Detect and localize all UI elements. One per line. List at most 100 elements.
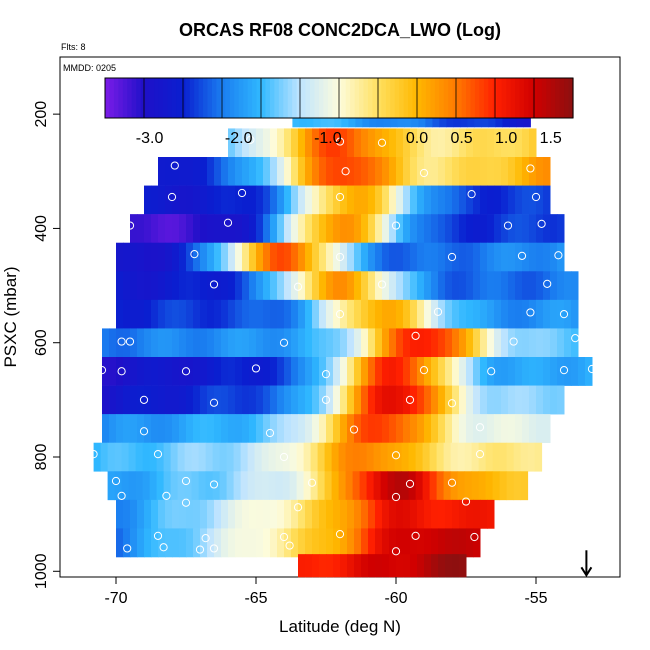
- heatmap-cell: [256, 299, 264, 329]
- heatmap-cell: [480, 242, 488, 272]
- heatmap-cell: [207, 528, 215, 558]
- colorbar-swatch: [555, 78, 561, 118]
- heatmap-cell: [130, 299, 138, 329]
- heatmap-cell: [452, 299, 460, 329]
- heatmap-cell: [473, 328, 481, 358]
- heatmap-cell: [303, 442, 312, 472]
- heatmap-cell: [284, 499, 292, 529]
- heatmap-cell: [501, 242, 509, 272]
- heatmap-cell: [403, 185, 411, 215]
- heatmap-cell: [389, 414, 397, 444]
- x-tick-label: -70: [104, 590, 127, 607]
- heatmap-cell: [354, 499, 362, 529]
- data-point: [377, 138, 387, 147]
- heatmap-cell: [480, 385, 488, 415]
- heatmap-cell: [396, 499, 404, 529]
- heatmap-cell: [298, 242, 306, 272]
- heatmap-cell: [158, 185, 166, 215]
- data-point: [265, 428, 275, 438]
- colorbar-swatch: [283, 78, 289, 118]
- heatmap-cell: [389, 528, 397, 558]
- heatmap-cell: [263, 299, 271, 329]
- heatmap-cell: [403, 414, 411, 444]
- heatmap-cell: [410, 528, 418, 558]
- heatmap-cell: [277, 499, 285, 529]
- colorbar-swatch: [359, 78, 365, 118]
- heatmap-cell: [270, 299, 278, 329]
- data-point: [181, 476, 191, 486]
- heatmap-cell: [228, 499, 236, 529]
- heatmap-cell: [144, 299, 152, 329]
- heatmap-cell: [165, 385, 173, 415]
- heatmap-cell: [326, 414, 334, 444]
- heatmap-cell: [340, 185, 348, 215]
- heatmap-cell: [494, 242, 502, 272]
- heatmap-cell: [226, 471, 235, 501]
- heatmap-cell: [158, 528, 166, 558]
- heatmap-cell: [284, 385, 292, 415]
- heatmap-cell: [144, 328, 152, 358]
- heatmap-cell: [550, 328, 558, 358]
- heatmap-cell: [184, 442, 193, 472]
- y-axis-label: PSXC (mbar): [1, 266, 20, 367]
- colorbar-swatch: [474, 78, 480, 118]
- heatmap-cell: [529, 414, 537, 444]
- heatmap-cell: [93, 442, 102, 472]
- heatmap-cell: [333, 554, 341, 578]
- heatmap-cell: [228, 271, 236, 301]
- heatmap-cell: [333, 357, 341, 386]
- heatmap-cell: [172, 385, 180, 415]
- heatmap-cell: [485, 471, 494, 501]
- colorbar-swatch: [225, 78, 231, 118]
- heatmap-cell: [543, 357, 551, 386]
- heatmap-cell: [186, 414, 194, 444]
- heatmap-cell: [277, 385, 285, 415]
- colorbar-swatch: [341, 78, 347, 118]
- heatmap-cell: [499, 442, 508, 472]
- heatmap-cell: [191, 442, 200, 472]
- data-point: [509, 337, 518, 346]
- heatmap-cell: [459, 214, 467, 244]
- data-point: [190, 250, 199, 259]
- heatmap-cell: [319, 357, 327, 386]
- heatmap-cell: [317, 442, 326, 472]
- heatmap-cell: [291, 242, 299, 272]
- heatmap-cell: [466, 299, 474, 329]
- colorbar-swatch: [167, 78, 173, 118]
- heatmap-cell: [326, 554, 334, 578]
- heatmap-cell: [312, 385, 320, 415]
- heatmap-cell: [452, 128, 460, 158]
- data-point: [170, 161, 179, 170]
- heatmap-cell: [361, 214, 369, 244]
- heatmap-cell: [249, 242, 257, 272]
- heatmap-cell: [340, 328, 348, 358]
- heatmap-cell: [410, 499, 418, 529]
- heatmap-cell: [382, 414, 390, 444]
- heatmap-cell: [389, 128, 397, 158]
- heatmap-cell: [375, 328, 383, 358]
- heatmap-cell: [459, 299, 467, 329]
- heatmap-cell: [282, 471, 291, 501]
- heatmap-cell: [291, 157, 299, 186]
- heatmap-cell: [165, 299, 173, 329]
- heatmap-cell: [158, 242, 166, 272]
- heatmap-cell: [214, 185, 222, 215]
- heatmap-cell: [480, 128, 488, 158]
- colorbar-swatch: [113, 78, 119, 118]
- heatmap-cell: [186, 328, 194, 358]
- heatmap-cell: [151, 414, 159, 444]
- heatmap-cell: [268, 471, 277, 501]
- heatmap-cell: [198, 471, 207, 501]
- data-point: [209, 544, 219, 553]
- heatmap-cell: [431, 242, 439, 272]
- heatmap-cell: [375, 385, 383, 415]
- colorbar-swatch: [269, 78, 275, 118]
- colorbar-swatch: [519, 78, 525, 118]
- heatmap-cell: [457, 442, 466, 472]
- heatmap-cell: [256, 385, 264, 415]
- heatmap-cell: [319, 242, 327, 272]
- heatmap-cell: [319, 185, 327, 215]
- heatmap-cell: [452, 214, 460, 244]
- heatmap-cell: [207, 357, 215, 386]
- heatmap-cell: [312, 499, 320, 529]
